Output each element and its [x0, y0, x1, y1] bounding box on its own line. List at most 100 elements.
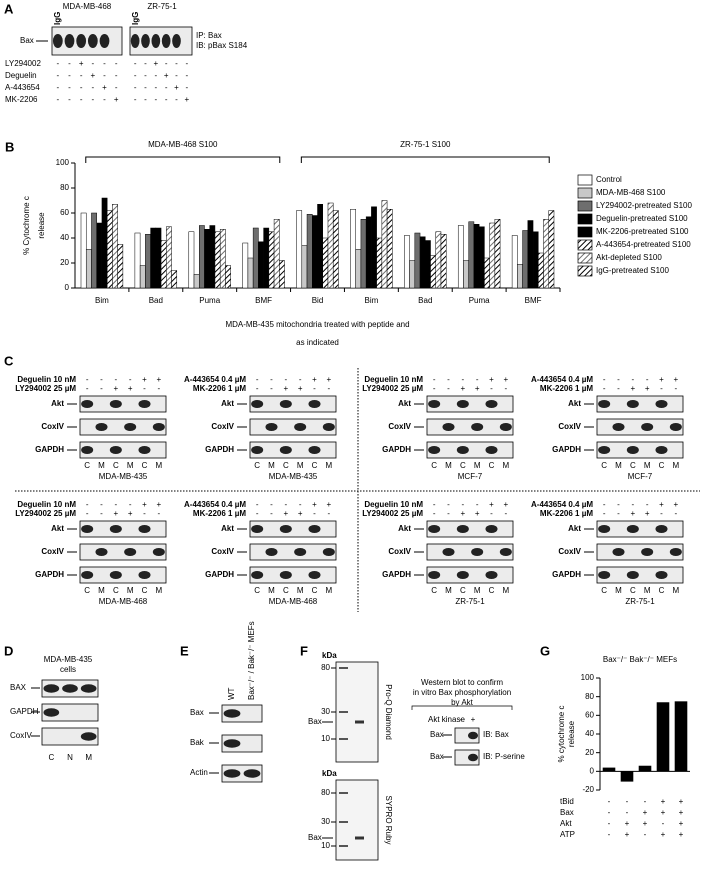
condition-label: tBid: [560, 797, 574, 806]
unit-label: kDa: [322, 651, 337, 660]
band: [626, 571, 639, 579]
y-tick-label: 100: [581, 673, 595, 682]
band: [124, 423, 137, 431]
bar: [365, 216, 372, 289]
annotation: IB: pBax S184: [196, 41, 248, 50]
legend-label: MK-2206-pretreated S100: [596, 227, 689, 236]
panel-label: F: [300, 643, 308, 658]
band: [161, 34, 171, 48]
y-tick-label: 60: [585, 710, 594, 719]
legend-swatch: [577, 187, 593, 199]
x-tick-label: Bad: [418, 296, 432, 305]
sign: -: [86, 384, 89, 393]
legend-swatch: [577, 265, 593, 277]
sign: -: [68, 71, 71, 80]
sign: +: [661, 797, 666, 806]
protein-label: Bak: [190, 738, 205, 747]
sign: +: [475, 509, 480, 518]
sign: -: [284, 500, 287, 509]
sign: -: [674, 509, 677, 518]
protein-label: GAPDH: [35, 570, 64, 579]
bar: [409, 260, 416, 289]
sign: +: [114, 95, 119, 104]
legend-label: LY294002-pretreated S100: [596, 201, 692, 210]
sign: -: [80, 71, 83, 80]
sign: +: [661, 808, 666, 817]
band: [485, 571, 498, 579]
bar: [322, 237, 329, 289]
band: [428, 446, 441, 454]
sign: -: [631, 500, 634, 509]
bar: [517, 264, 523, 289]
sign: -: [154, 83, 157, 92]
sign: -: [157, 509, 160, 518]
protein-label: Bax: [20, 36, 34, 45]
bar: [150, 227, 157, 289]
bar: [538, 252, 544, 289]
stain-label: SYPRO Ruby: [384, 796, 393, 845]
sign: -: [270, 384, 273, 393]
bar: [404, 235, 410, 289]
band: [456, 400, 469, 408]
x-tick-label: Bid: [312, 296, 324, 305]
sign: +: [503, 375, 508, 384]
band: [138, 446, 151, 454]
band: [141, 34, 150, 48]
sign: +: [630, 509, 635, 518]
x-axis-title: MDA-MB-435 mitochondria treated with pep…: [225, 320, 409, 329]
band: [485, 525, 498, 533]
bar: [134, 232, 141, 289]
antibody-label: IB: P-serine: [483, 752, 525, 761]
marker-band: [339, 738, 348, 740]
sign: +: [503, 500, 508, 509]
bar: [360, 219, 367, 289]
band: [428, 400, 441, 408]
sign: -: [68, 59, 71, 68]
band: [499, 423, 512, 431]
band: [265, 548, 278, 556]
sign: +: [673, 375, 678, 384]
bar: [371, 206, 377, 289]
marker-band: [339, 711, 348, 713]
y-axis-title: release: [567, 720, 576, 747]
sign: -: [476, 500, 479, 509]
blot: [41, 703, 99, 722]
sign: +: [184, 95, 189, 104]
band: [80, 684, 97, 693]
sign: -: [134, 95, 137, 104]
protein-label: GAPDH: [205, 570, 234, 579]
bar: [225, 265, 231, 289]
lane-label: M: [474, 461, 481, 470]
band: [598, 571, 611, 579]
bar: [106, 210, 113, 289]
treatment-label: Deguelin 10 nM: [17, 500, 76, 509]
band: [467, 731, 479, 740]
sign: -: [115, 83, 118, 92]
band: [95, 423, 108, 431]
lane-label: M: [672, 461, 679, 470]
sign: -: [608, 797, 611, 806]
band: [109, 400, 122, 408]
sign: +: [153, 59, 158, 68]
band: [81, 400, 94, 408]
band: [499, 548, 512, 556]
x-tick-label: Bad: [149, 296, 163, 305]
band: [598, 525, 611, 533]
lane-label: C: [489, 586, 495, 595]
sign: +: [128, 384, 133, 393]
sign: -: [617, 500, 620, 509]
band: [655, 400, 668, 408]
bar: [478, 226, 485, 289]
bar: [425, 240, 431, 289]
sign: -: [433, 509, 436, 518]
panel-label: A: [4, 1, 14, 16]
sign: +: [661, 830, 666, 839]
band: [43, 684, 60, 693]
sign: -: [100, 384, 103, 393]
protein-label: CoxIV: [41, 547, 64, 556]
protein-label: CoxIV: [388, 422, 411, 431]
sign: +: [102, 83, 107, 92]
legend-label: MDA-MB-468 S100: [596, 188, 666, 197]
sign: -: [91, 83, 94, 92]
protein-label: Akt: [221, 399, 234, 408]
